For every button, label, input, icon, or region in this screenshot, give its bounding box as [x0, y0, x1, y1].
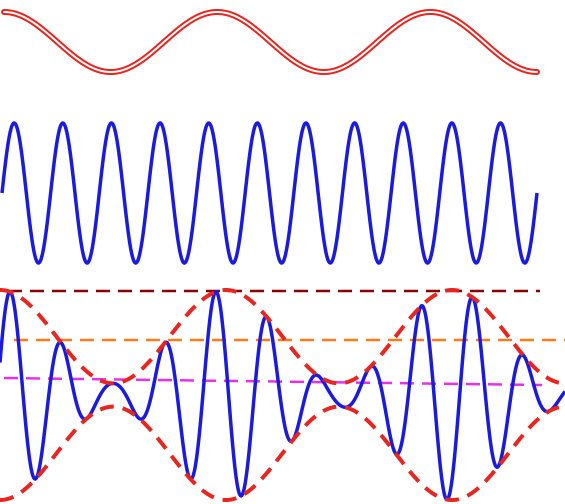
modulated-wave-line: [0, 289, 565, 502]
high-frequency-wave-panel: [0, 121, 539, 265]
carrier-wave-line-inner: [3, 11, 538, 73]
high-frequency-wave-line: [0, 121, 539, 265]
envelope-lower-line: [0, 404, 565, 503]
envelope-upper-line: [0, 287, 565, 386]
reference-line-mid: [3, 376, 543, 387]
modulated-wave-panel: [0, 287, 565, 503]
carrier-wave-panel: [1, 9, 540, 75]
